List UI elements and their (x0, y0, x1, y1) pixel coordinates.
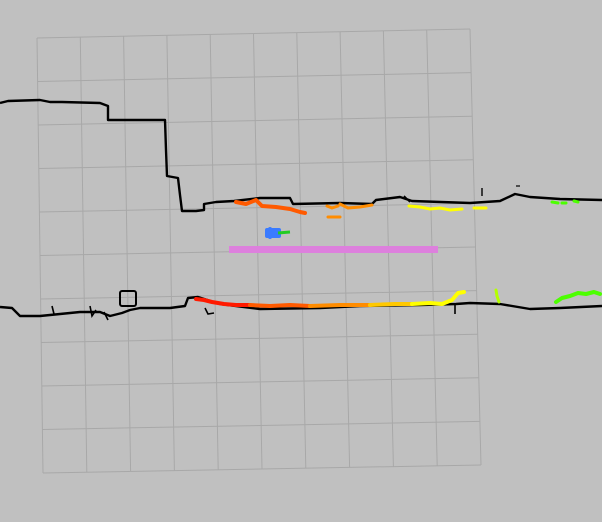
grid-line (36, 28, 471, 39)
scan-segment (194, 297, 252, 307)
wall-alcove (119, 290, 137, 307)
ground-grid (36, 28, 482, 474)
scan-segment (554, 290, 602, 304)
scan-segment (308, 303, 372, 308)
robot-wheel (268, 235, 272, 239)
grid-line (40, 290, 477, 300)
scan-segment (494, 288, 501, 304)
scan-segment (572, 199, 580, 204)
scan-segment (325, 204, 340, 210)
upper-wall (0, 98, 602, 213)
scan-segment (248, 303, 312, 308)
occupancy-map (0, 98, 602, 321)
robot-heading-arrow (277, 230, 291, 235)
grid-line (37, 72, 472, 82)
scan-segment (410, 290, 466, 306)
scan-segment (368, 302, 414, 307)
grid-line (41, 333, 478, 343)
grid-line (42, 420, 480, 430)
scan-segment (550, 200, 560, 205)
planned-path (229, 246, 438, 253)
lower-wall (0, 295, 602, 318)
grid-line (38, 115, 473, 126)
grid-line (38, 159, 474, 169)
grid-line (41, 377, 479, 387)
lower-wall-detail-4 (204, 307, 215, 315)
lower-wall-detail (51, 305, 55, 315)
grid-line (42, 464, 482, 474)
lower-wall-detail-3 (103, 311, 109, 321)
laser-scan (194, 198, 602, 308)
scan-segment (407, 204, 464, 212)
scan-segment (338, 202, 374, 210)
grid-line (39, 202, 475, 213)
robot-wheel (268, 227, 272, 231)
robot-marker-icon[interactable] (265, 227, 291, 239)
upper-wall-detail (403, 195, 411, 203)
lower-wall-detail-2 (89, 305, 97, 319)
scan-segment (234, 198, 307, 215)
